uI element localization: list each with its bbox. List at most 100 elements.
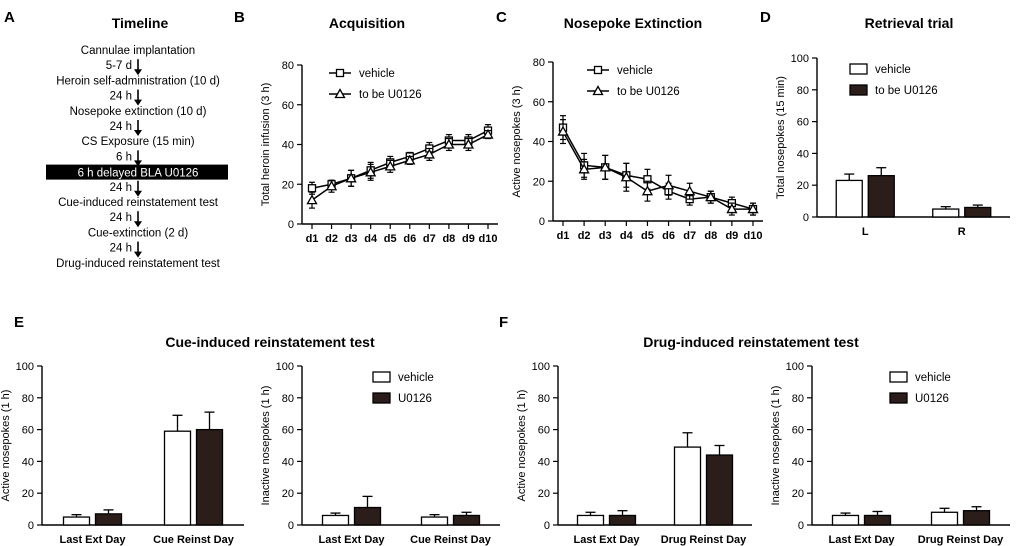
y-axis-label: Total heroin infusion (3 h) [260,83,272,207]
charts-layer: 0 20 40 60 80 Total heroin infusion (3 h) d1 d2… [0,53,1010,546]
x-tick-label: d4 [364,233,378,245]
x-tick-label: Drug Reinst Day [918,534,1004,546]
y-tick-label: 0 [288,520,294,532]
y-tick-label: 80 [792,393,804,405]
x-tick-label: L [862,226,869,238]
data-point-triangle [662,179,675,190]
legend-label: vehicle [617,65,653,77]
y-tick-label: 0 [28,520,34,532]
bar-open [420,516,449,526]
bar-dark [195,428,224,526]
timeline-arrow-head [134,251,142,258]
legend-label: to be U0126 [359,89,422,101]
legend-marker-square [335,68,345,78]
y-tick-label: 100 [532,361,550,373]
y-tick-label: 80 [533,57,545,69]
y-tick-label: 40 [797,148,809,160]
x-tick-label: d10 [479,233,498,245]
y-axis-label: Active nosepokes (3 h) [511,86,523,198]
x-tick-label: Last Ext Day [318,534,385,546]
y-tick-label: 40 [538,456,550,468]
timeline-step: Nosepoke extinction (10 d) [70,106,207,118]
legend-swatch [849,84,868,96]
y-tick-label: 60 [282,100,294,112]
x-tick-label: d1 [557,230,570,242]
timeline-arrow-head [134,69,142,76]
y-tick-label: 0 [544,520,550,532]
x-tick-label: d2 [325,233,338,245]
legend-swatch [372,371,391,383]
panel-letter-a: A [4,9,15,26]
timeline-interval: 6 h [116,151,132,163]
legend-swatch [849,63,868,75]
y-tick-label: 100 [791,53,809,65]
legend-marker-triangle [592,85,604,96]
y-tick-label: 40 [22,456,34,468]
bar-open [321,514,350,526]
bar-open [932,208,960,218]
bar-open [163,430,192,526]
legend-label: vehicle [915,372,951,384]
data-point-triangle [705,191,717,202]
bar-open [930,511,959,526]
bar-dark [353,506,382,526]
data-point-triangle [345,172,357,183]
legend-label: to be U0126 [617,86,680,98]
y-tick-label: 40 [282,140,294,152]
x-tick-label: d8 [442,233,455,245]
y-tick-label: 40 [533,137,545,149]
y-tick-label: 20 [533,176,545,188]
chart-nosepoke_extinction: 0 20 40 60 80 Active nosepokes (3 h) d1 d2 d3 d4 d… [511,57,763,242]
timeline-interval: 24 h [110,212,132,224]
drug-reinstatement-title: Drug-induced reinstatement test [643,334,859,350]
panel-letter-e: E [14,314,24,331]
y-tick-label: 60 [792,425,804,437]
x-tick-label: Cue Reinst Day [410,534,492,546]
data-point-triangle [578,163,590,174]
chart-retrieval_trial: 0 20 40 60 80 100 Total nosepokes (15 min) L Rve… [775,53,1010,238]
data-point-triangle [620,171,632,182]
timeline-interval: 24 h [110,121,132,133]
y-tick-label: 20 [282,488,294,500]
y-tick-label: 60 [533,97,545,109]
x-tick-label: d4 [620,230,634,242]
retrieval-title: Retrieval trial [865,15,954,31]
x-tick-label: d10 [744,230,763,242]
data-point-triangle [482,128,494,139]
timeline-arrow-head [134,130,142,136]
data-point-triangle [384,160,396,171]
y-tick-label: 20 [282,179,294,191]
y-axis-label: Active nosepokes (1 h) [516,390,528,502]
y-tick-label: 80 [282,393,294,405]
data-point-triangle [747,203,759,214]
x-tick-label: d3 [345,233,358,245]
y-tick-label: 20 [792,488,804,500]
timeline-arrow-head [134,99,142,106]
y-tick-label: 20 [538,488,550,500]
y-tick-label: 60 [538,425,550,437]
timeline-step-highlight: 6 h delayed BLA U0126 [78,168,199,180]
legend-swatch [889,392,908,404]
data-point-triangle [557,125,569,136]
cue-reinstatement-title: Cue-induced reinstatement test [165,334,375,350]
x-tick-label: d9 [462,233,475,245]
legend-label: U0126 [915,393,949,405]
timeline-interval: 24 h [110,182,132,194]
timeline-panel: Timeline Cannulae implantation 5-7 d Heroi… [46,15,228,270]
timeline-step: Cannulae implantation [81,45,195,57]
panel-letter-f: F [499,314,508,331]
bar-dark [962,510,991,526]
chart-drug_inactive: 0 20 40 60 80 100 Inactive nosepokes (1 h) Last… [770,361,1010,546]
bar-dark [964,206,992,218]
bar-dark [452,514,481,526]
data-point-triangle [423,148,435,159]
chart-cue_active: 0 20 40 60 80 100 Active nosepokes (1 h) Last E… [0,361,244,546]
panel-letter-c: C [496,9,507,26]
y-tick-label: 20 [22,488,34,500]
y-tick-label: 0 [539,216,545,228]
legend-label: to be U0126 [875,85,938,97]
y-tick-label: 40 [282,456,294,468]
x-tick-label: d5 [384,233,397,245]
y-tick-label: 60 [797,117,809,129]
